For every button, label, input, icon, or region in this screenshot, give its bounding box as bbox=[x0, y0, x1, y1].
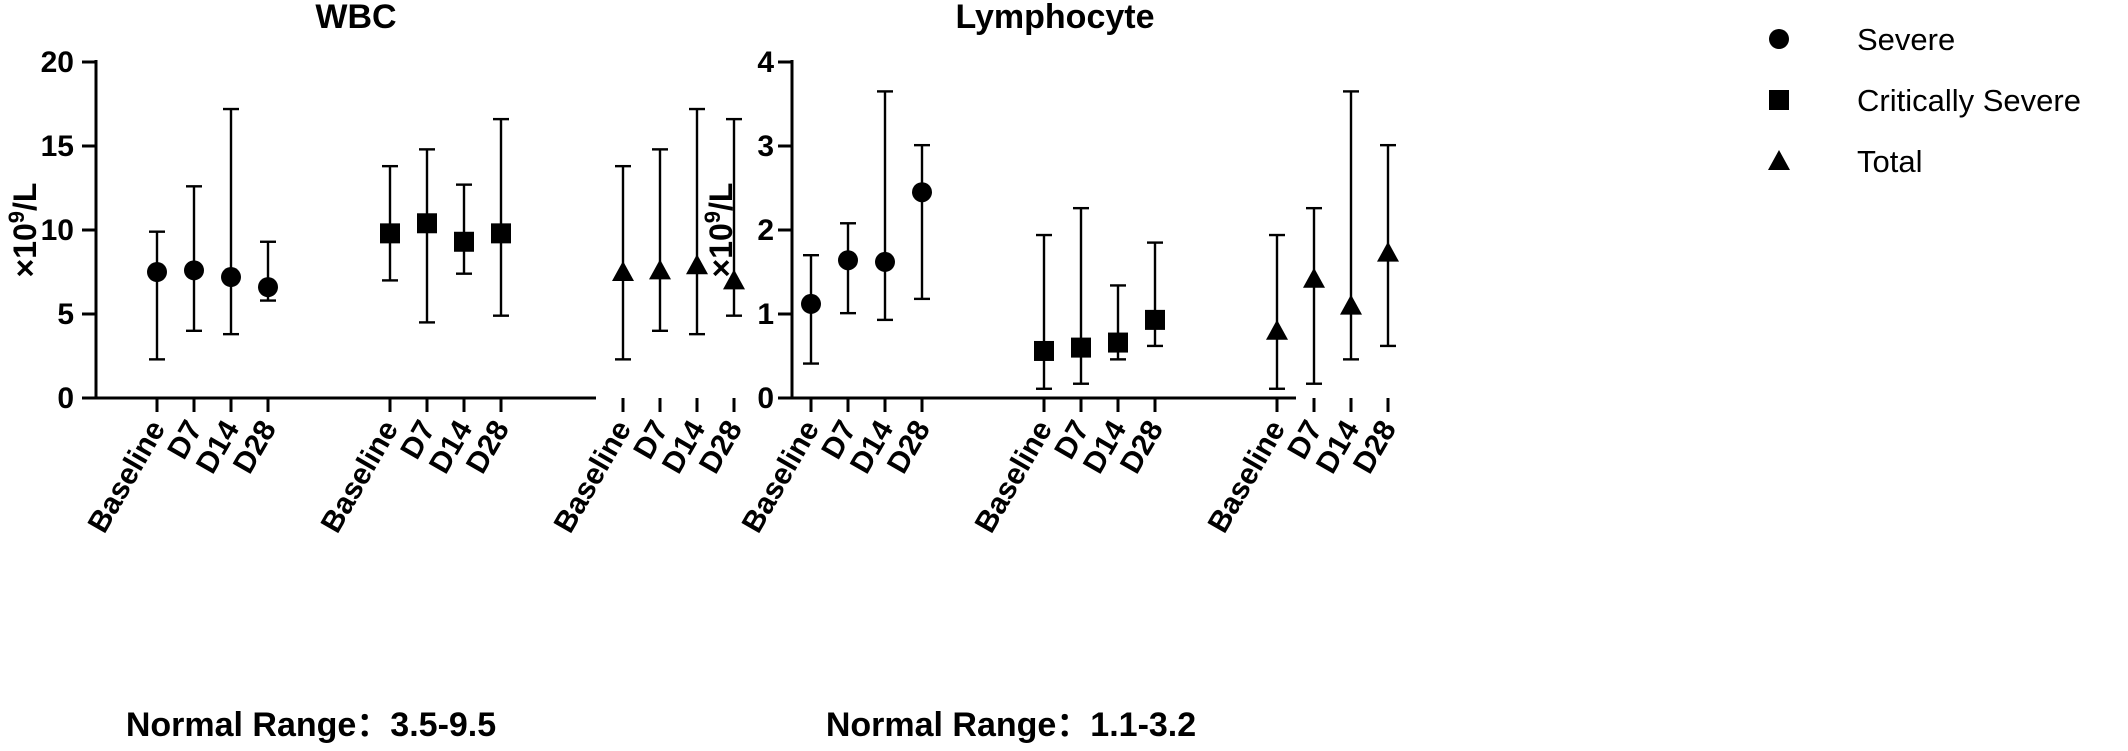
data-point-square bbox=[1145, 309, 1165, 330]
series-severe bbox=[147, 107, 278, 361]
chart-title: WBC bbox=[315, 0, 396, 36]
y-tick-label: 5 bbox=[57, 298, 74, 331]
series-total bbox=[612, 107, 745, 361]
x-tick-label: Baseline bbox=[548, 415, 638, 538]
x-tick-label: D28 bbox=[1114, 415, 1170, 479]
x-tick-label: Baseline bbox=[1202, 415, 1292, 538]
data-point-triangle bbox=[649, 259, 671, 280]
x-tick-label: D28 bbox=[460, 415, 516, 479]
data-point-square bbox=[1034, 340, 1054, 361]
data-point-circle bbox=[875, 251, 895, 272]
data-point-triangle bbox=[1266, 319, 1288, 340]
series-total bbox=[1266, 90, 1399, 390]
data-point-circle bbox=[838, 250, 858, 271]
series-critically-severe bbox=[380, 117, 511, 324]
data-point-circle bbox=[912, 182, 932, 203]
series-severe bbox=[801, 90, 932, 365]
y-axis-label: ×109/L bbox=[4, 183, 43, 278]
data-point-circle bbox=[801, 293, 821, 314]
data-point-triangle bbox=[1377, 241, 1399, 262]
data-point-circle bbox=[258, 277, 278, 298]
y-tick-label: 2 bbox=[757, 214, 774, 247]
x-tick-label: D28 bbox=[227, 415, 283, 479]
y-tick-label: 0 bbox=[57, 382, 74, 415]
data-point-triangle bbox=[612, 261, 634, 281]
data-point-triangle bbox=[723, 269, 745, 290]
x-tick-label: Baseline bbox=[969, 415, 1059, 538]
data-point-square bbox=[1071, 337, 1091, 358]
data-point-triangle bbox=[1303, 267, 1325, 288]
data-point-triangle bbox=[686, 254, 708, 275]
data-point-square bbox=[491, 223, 511, 244]
x-tick-label: Baseline bbox=[82, 415, 172, 538]
legend-item-critically-severe: Critically Severe bbox=[1769, 83, 2081, 118]
legend-square-marker bbox=[1769, 90, 1789, 110]
y-tick-label: 4 bbox=[757, 46, 774, 79]
legend: Severe Critically Severe Total bbox=[1768, 22, 2081, 179]
x-tick-label: D28 bbox=[881, 415, 937, 479]
y-tick-label: 3 bbox=[757, 130, 774, 163]
y-axis-label: ×109/L bbox=[700, 183, 739, 278]
legend-label-total: Total bbox=[1857, 144, 1922, 179]
legend-label-severe: Severe bbox=[1857, 22, 1955, 57]
data-point-circle bbox=[221, 267, 241, 288]
data-point-square bbox=[380, 223, 400, 244]
x-tick-label: D28 bbox=[693, 415, 749, 479]
data-point-triangle bbox=[1340, 294, 1362, 315]
data-point-square bbox=[417, 213, 437, 234]
x-tick-label: Baseline bbox=[315, 415, 405, 538]
normal-range-note: Normal Range：3.5-9.5 bbox=[126, 706, 496, 744]
y-tick-label: 0 bbox=[757, 382, 774, 415]
x-tick-label: Baseline bbox=[736, 415, 826, 538]
y-tick-label: 1 bbox=[757, 298, 774, 331]
data-point-square bbox=[1108, 332, 1128, 353]
legend-item-total: Total bbox=[1768, 144, 1922, 179]
y-tick-label: 15 bbox=[41, 130, 74, 163]
series-critically-severe bbox=[1034, 206, 1165, 390]
legend-label-critically-severe: Critically Severe bbox=[1857, 83, 2081, 118]
legend-triangle-marker bbox=[1768, 150, 1790, 170]
normal-range-note: Normal Range：1.1-3.2 bbox=[826, 706, 1196, 744]
y-tick-label: 20 bbox=[41, 46, 74, 79]
data-point-square bbox=[454, 231, 474, 252]
legend-circle-marker bbox=[1769, 29, 1789, 49]
data-point-circle bbox=[184, 260, 204, 281]
data-point-circle bbox=[147, 262, 167, 282]
legend-item-severe: Severe bbox=[1769, 22, 1955, 57]
x-tick-label: D28 bbox=[1347, 415, 1403, 479]
y-tick-label: 10 bbox=[41, 214, 74, 247]
chart-title: Lymphocyte bbox=[955, 0, 1154, 36]
